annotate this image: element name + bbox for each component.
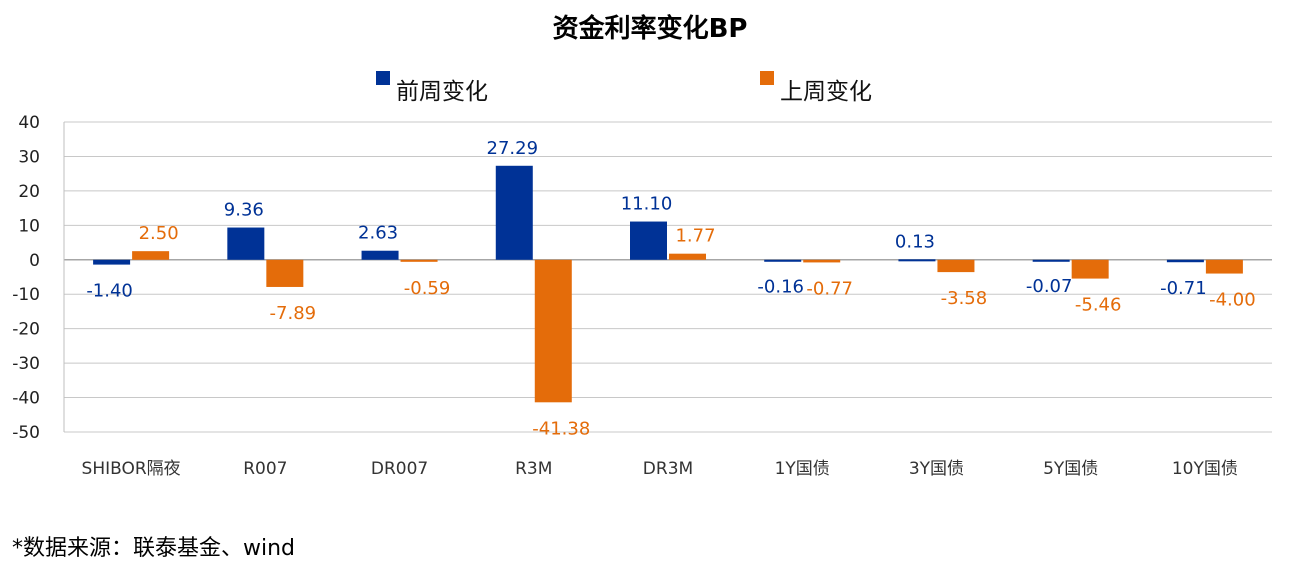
category-label: 5Y国债 [1043, 459, 1098, 479]
bar-series1 [1166, 259, 1204, 263]
data-label: -0.77 [806, 278, 853, 299]
y-tick-label: 20 [18, 182, 40, 202]
bars [93, 165, 1243, 403]
y-tick-label: 10 [18, 216, 40, 236]
data-label: -0.59 [404, 278, 451, 299]
bar-series1 [1032, 259, 1070, 262]
data-label: -5.46 [1075, 295, 1122, 316]
bar-series1 [898, 259, 936, 262]
bar-series1 [630, 221, 667, 260]
bar-series2 [400, 259, 438, 262]
data-label: -0.07 [1026, 276, 1073, 297]
gridlines [63, 121, 1272, 433]
category-label: 1Y国债 [775, 459, 830, 479]
category-label: DR007 [371, 459, 428, 479]
y-tick-label: -40 [12, 389, 40, 409]
data-label: 0.13 [895, 231, 935, 252]
y-tick-label: 0 [29, 251, 40, 271]
data-label: 9.36 [224, 200, 264, 221]
y-tick-label: -20 [12, 320, 40, 340]
x-axis-categories: SHIBOR隔夜 R007 DR007 R3M DR3M 1Y国债 3Y国债 5Y国债 10Y国… [82, 459, 1238, 479]
y-tick-label: 40 [18, 113, 40, 133]
data-labels: -1.40 2.50 9.36 -7.89 2.63 -0.59 27.29 -41.38 11… [86, 138, 1255, 440]
bar-series1 [361, 250, 399, 260]
bar-series2 [669, 253, 706, 260]
category-label: R3M [515, 459, 552, 479]
category-label: 10Y国债 [1172, 459, 1238, 479]
data-label: -0.71 [1160, 278, 1207, 299]
data-label: 2.50 [139, 223, 179, 244]
y-axis-ticks: 40 30 20 10 0 -10 -20 -30 -40 -50 [12, 113, 40, 443]
category-label: 3Y国债 [909, 459, 964, 479]
bar-series1 [764, 259, 802, 262]
bar-series2 [803, 259, 841, 263]
bar-series2 [1205, 259, 1243, 274]
category-label: SHIBOR隔夜 [82, 459, 181, 479]
bar-series2 [534, 259, 572, 403]
legend-label-series1: 前周变化 [396, 79, 488, 105]
bar-series1 [227, 227, 265, 260]
data-label: -1.40 [86, 281, 133, 302]
chart-title: 资金利率变化BP [552, 14, 748, 44]
legend-label-series2: 上周变化 [780, 79, 872, 105]
bar-series2 [1071, 259, 1109, 279]
data-label: -41.38 [532, 418, 590, 439]
data-label: -7.89 [270, 303, 317, 324]
source-note: *数据来源：联泰基金、wind [12, 536, 296, 561]
bar-series2 [937, 259, 975, 273]
legend: 前周变化 上周变化 [376, 71, 872, 105]
bar-series2 [132, 251, 170, 260]
data-label: -0.16 [757, 276, 804, 297]
data-label: 27.29 [487, 138, 539, 159]
data-label: -3.58 [941, 288, 988, 309]
bar-series1 [93, 259, 131, 265]
category-label: DR3M [643, 459, 693, 479]
data-label: -4.00 [1209, 290, 1256, 311]
y-tick-label: 30 [18, 147, 40, 167]
y-tick-label: -50 [12, 423, 40, 443]
legend-swatch-series1 [376, 71, 390, 85]
y-tick-label: -30 [12, 354, 40, 374]
bar-series1 [495, 165, 533, 260]
category-label: R007 [243, 459, 287, 479]
data-label: 2.63 [358, 223, 398, 244]
data-label: 11.10 [621, 194, 673, 215]
y-tick-label: -10 [12, 285, 40, 305]
data-label: 1.77 [675, 226, 715, 247]
legend-swatch-series2 [760, 71, 774, 85]
bar-series2 [266, 259, 304, 287]
